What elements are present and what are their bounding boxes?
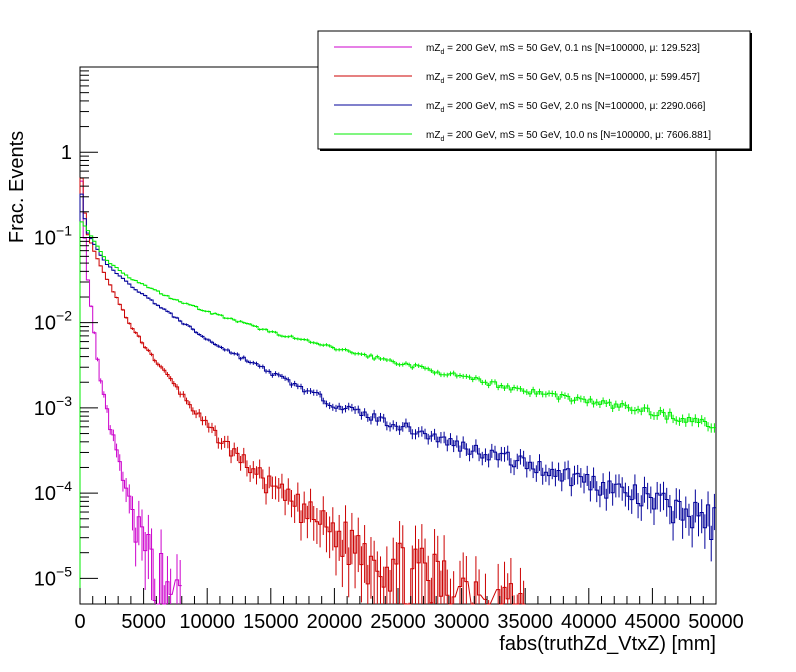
x-tick-label: 45000: [625, 611, 681, 633]
series-1: [79, 180, 182, 605]
x-tick-label: 10000: [179, 611, 235, 633]
series-step-line: [79, 221, 716, 604]
legend-entry-label: mZd = 200 GeV, mS = 50 GeV, 2.0 ns [N=10…: [426, 101, 706, 114]
legend-entry-label: mZd = 200 GeV, mS = 50 GeV, 0.5 ns [N=10…: [426, 72, 700, 85]
x-tick-label: 0: [74, 611, 85, 633]
axes: 0 5000 10000 15000 20000 25000 30000 35000 40000…: [34, 70, 744, 633]
x-tick-label: 5000: [121, 611, 166, 633]
y-tick-label: 10−5: [34, 563, 72, 590]
x-tick-label: 40000: [561, 611, 617, 633]
x-tick-label: 25000: [370, 611, 426, 633]
x-tick-label: 50000: [688, 611, 744, 633]
legend: mZd = 200 GeV, mS = 50 GeV, 0.1 ns [N=10…: [317, 30, 752, 151]
x-tick-label: 35000: [497, 611, 553, 633]
y-tick-label: 10−2: [34, 308, 72, 335]
series-4: [79, 221, 716, 604]
series-2: [79, 177, 526, 605]
series-step-line: [79, 180, 182, 605]
y-tick-label: 10−1: [34, 222, 72, 249]
x-tick-label: 20000: [307, 611, 363, 633]
y-tick-label: 10−4: [34, 478, 72, 505]
legend-entry-label: mZd = 200 GeV, mS = 50 GeV, 0.1 ns [N=10…: [426, 43, 700, 56]
legend-box: [317, 30, 751, 150]
series-step-line: [79, 177, 526, 605]
x-tick-label: 30000: [434, 611, 490, 633]
y-tick-label: 1: [61, 142, 72, 164]
series-3: [79, 193, 716, 604]
x-tick-label: 15000: [243, 611, 299, 633]
series-layer: [79, 177, 716, 605]
legend-entry-label: mZd = 200 GeV, mS = 50 GeV, 10.0 ns [N=1…: [426, 130, 711, 143]
y-axis-title: Frac. Events: [6, 131, 28, 243]
series-step-line: [79, 193, 716, 604]
x-axis-title: fabs(truthZd_VtxZ) [mm]: [499, 633, 716, 655]
y-tick-label: 10−3: [34, 393, 72, 420]
